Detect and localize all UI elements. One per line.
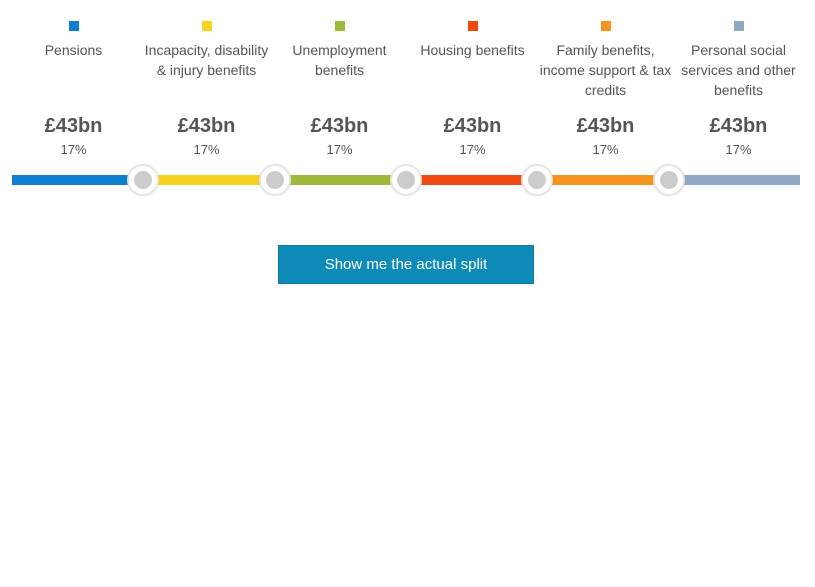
category-incapacity: Incapacity, disability & injury benefits…	[140, 21, 273, 157]
category-amount: £43bn	[443, 115, 502, 137]
category-unemployment: Unemployment benefits £43bn 17%	[273, 21, 406, 157]
category-social-services: Personal social services and other benef…	[672, 21, 805, 157]
family-color-swatch	[600, 21, 611, 31]
category-percent: 17%	[459, 142, 486, 157]
category-percent: 17%	[592, 142, 619, 157]
category-family: Family benefits, income support & tax cr…	[539, 21, 672, 157]
category-label: Family benefits, income support & tax cr…	[539, 42, 672, 98]
slider-handle[interactable]	[652, 164, 685, 196]
category-percent: 17%	[60, 142, 87, 157]
pensions-color-swatch	[68, 21, 79, 31]
slider-handle-knob	[134, 171, 153, 189]
slider-handle-knob	[528, 171, 547, 189]
slider-segment-unemployment	[274, 175, 406, 185]
category-percent: 17%	[326, 142, 353, 157]
slider-segment-family	[537, 175, 669, 185]
social-services-color-swatch	[733, 21, 744, 31]
slider-handle[interactable]	[127, 164, 160, 196]
category-row: Pensions £43bn 17% Incapacity, disabilit…	[7, 21, 805, 161]
category-percent: 17%	[193, 142, 220, 157]
unemployment-color-swatch	[334, 21, 345, 31]
slider-handle-knob	[659, 171, 678, 189]
category-amount: £43bn	[310, 115, 369, 137]
category-amount: £43bn	[709, 115, 768, 137]
category-amount: £43bn	[576, 115, 635, 137]
slider-handle[interactable]	[258, 164, 291, 196]
slider-segment-housing	[406, 175, 538, 185]
category-amount: £43bn	[177, 115, 236, 137]
slider-segment-incapacity	[143, 175, 275, 185]
slider-segment-pensions	[12, 175, 144, 185]
category-pensions: Pensions £43bn 17%	[7, 21, 140, 157]
category-label: Pensions	[44, 42, 103, 58]
housing-color-swatch	[467, 21, 478, 31]
slider-handle[interactable]	[521, 164, 554, 196]
category-label: Unemployment benefits	[292, 42, 387, 78]
slider-handle-knob	[397, 171, 415, 189]
category-housing: Housing benefits £43bn 17%	[406, 21, 539, 157]
category-percent: 17%	[725, 142, 752, 157]
category-label: Incapacity, disability & injury benefits	[144, 42, 269, 78]
category-label: Housing benefits	[420, 42, 525, 58]
slider-segment-social-services	[668, 175, 800, 185]
split-slider[interactable]	[12, 160, 800, 200]
category-label: Personal social services and other benef…	[681, 42, 796, 98]
slider-handle-knob	[265, 171, 284, 189]
category-amount: £43bn	[44, 115, 103, 137]
incapacity-color-swatch	[201, 21, 212, 31]
show-actual-split-button[interactable]: Show me the actual split	[278, 245, 534, 284]
slider-handle[interactable]	[390, 164, 422, 196]
